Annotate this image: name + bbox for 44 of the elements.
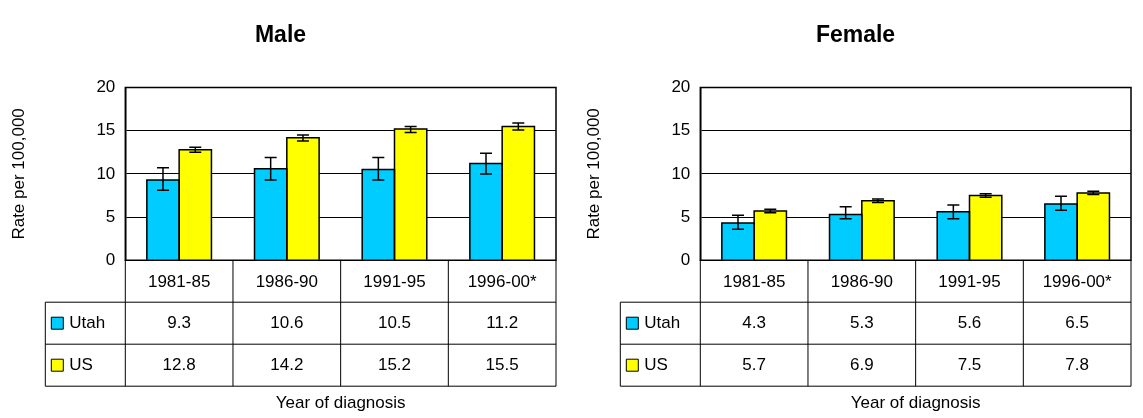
y-tick-label: 15 bbox=[671, 120, 691, 140]
legend-label: Utah bbox=[644, 312, 681, 332]
x-tick-label: 1996-00* bbox=[1042, 272, 1113, 292]
chart-title: Male bbox=[254, 21, 307, 48]
data-label: 15.5 bbox=[485, 354, 519, 374]
data-label: 6.9 bbox=[850, 354, 874, 374]
y-tick-label: 20 bbox=[671, 77, 691, 97]
data-label: 9.3 bbox=[167, 312, 191, 332]
y-tick-label: 15 bbox=[96, 120, 116, 140]
y-tick-label: 20 bbox=[96, 77, 116, 97]
y-axis-title: Rate per 100,000 bbox=[8, 108, 28, 240]
data-label: 14.2 bbox=[270, 354, 304, 374]
x-tick-label: 1986-90 bbox=[255, 272, 319, 292]
data-label: 11.2 bbox=[486, 312, 519, 332]
y-axis-title: Rate per 100,000 bbox=[583, 108, 603, 240]
y-tick-label: 10 bbox=[671, 163, 691, 183]
y-tick-label: 0 bbox=[680, 249, 691, 269]
data-label: 7.5 bbox=[957, 354, 982, 374]
data-label: 7.8 bbox=[1065, 354, 1089, 374]
data-label: 10.5 bbox=[377, 312, 412, 332]
data-label: 4.3 bbox=[742, 312, 766, 332]
legend-label: US bbox=[69, 354, 93, 374]
data-label: 5.6 bbox=[957, 312, 982, 332]
y-tick-label: 5 bbox=[105, 206, 116, 226]
data-label: 12.8 bbox=[162, 354, 196, 374]
data-label: 15.2 bbox=[377, 354, 412, 374]
data-label: 10.6 bbox=[270, 312, 304, 332]
x-axis-title: Year of diagnosis bbox=[275, 393, 406, 413]
x-tick-label: 1981-85 bbox=[722, 272, 786, 292]
x-tick-label: 1991-95 bbox=[363, 272, 426, 292]
y-tick-label: 0 bbox=[105, 249, 116, 269]
x-tick-label: 1996-00* bbox=[467, 272, 538, 292]
legend-label: Utah bbox=[69, 312, 106, 332]
x-tick-label: 1991-95 bbox=[938, 272, 1001, 292]
data-label: 5.7 bbox=[742, 354, 766, 374]
x-tick-label: 1981-85 bbox=[147, 272, 211, 292]
chart-title: Female bbox=[815, 21, 896, 48]
data-label: 5.3 bbox=[850, 312, 874, 332]
y-tick-label: 5 bbox=[680, 206, 691, 226]
x-tick-label: 1986-90 bbox=[830, 272, 894, 292]
data-label: 6.5 bbox=[1065, 312, 1089, 332]
x-axis-title: Year of diagnosis bbox=[850, 393, 981, 413]
legend-label: US bbox=[644, 354, 668, 374]
y-tick-label: 10 bbox=[96, 163, 116, 183]
